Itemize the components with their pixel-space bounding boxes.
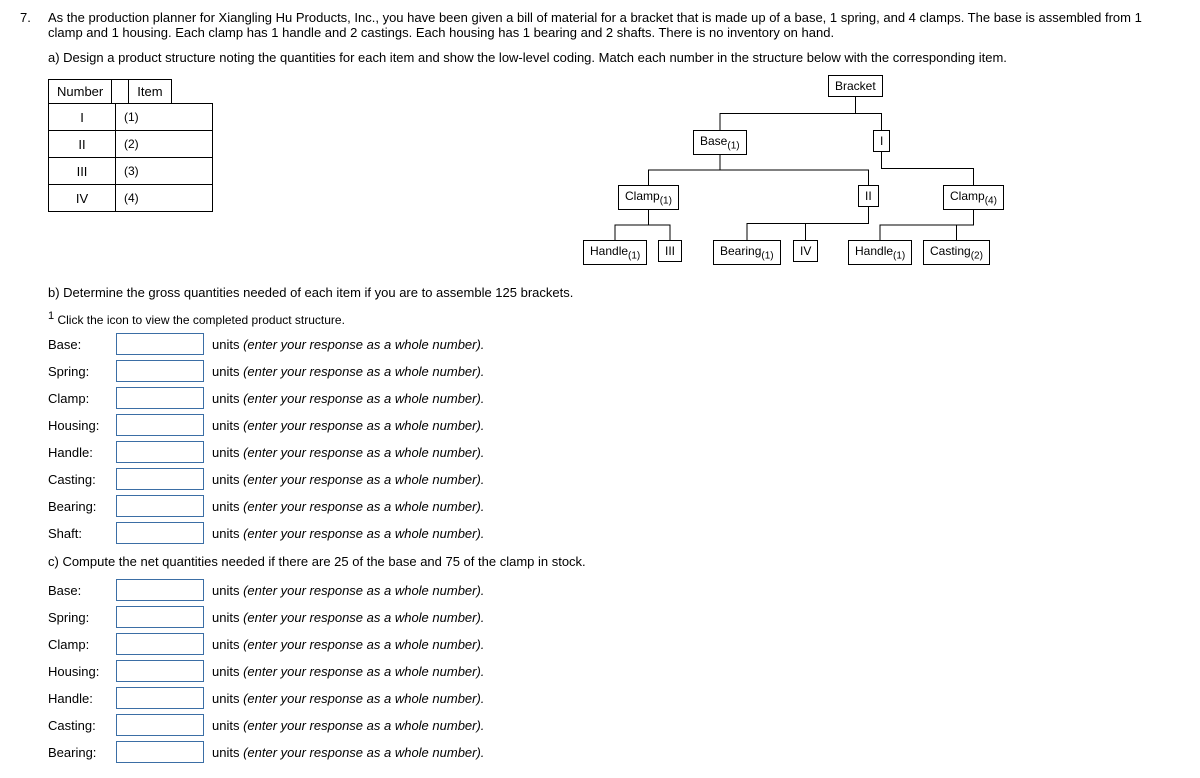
tree-node-I: I — [873, 130, 890, 152]
tree-node-clamp4: Clamp(4) — [943, 185, 1004, 210]
answer-label: Housing: — [48, 664, 108, 679]
answer-label: Base: — [48, 337, 108, 352]
c-input-clamp[interactable] — [116, 633, 204, 655]
c-input-base[interactable] — [116, 579, 204, 601]
answer-label: Spring: — [48, 610, 108, 625]
match-table: Number Item — [48, 79, 172, 104]
b-input-shaft[interactable] — [116, 522, 204, 544]
tree-node-base: Base(1) — [693, 130, 747, 155]
match-number: IV — [49, 185, 116, 212]
unit-hint: units (enter your response as a whole nu… — [212, 418, 484, 433]
answer-label: Clamp: — [48, 637, 108, 652]
unit-hint: units (enter your response as a whole nu… — [212, 691, 484, 706]
unit-hint: units (enter your response as a whole nu… — [212, 610, 484, 625]
unit-hint: units (enter your response as a whole nu… — [212, 364, 484, 379]
match-item-select[interactable]: (2) — [116, 131, 213, 158]
part-c-text: c) Compute the net quantities needed if … — [48, 554, 1180, 569]
tree-node-handle1a: Handle(1) — [583, 240, 647, 265]
b-input-handle[interactable] — [116, 441, 204, 463]
answer-label: Handle: — [48, 691, 108, 706]
tree-node-clamp1: Clamp(1) — [618, 185, 679, 210]
tree-node-II: II — [858, 185, 879, 207]
unit-hint: units (enter your response as a whole nu… — [212, 472, 484, 487]
footnote-text[interactable]: Click the icon to view the completed pro… — [57, 313, 344, 327]
match-item-select[interactable]: (1) — [116, 104, 213, 131]
answer-label: Handle: — [48, 445, 108, 460]
match-header-number: Number — [49, 80, 112, 104]
unit-hint: units (enter your response as a whole nu… — [212, 445, 484, 460]
match-number: II — [49, 131, 116, 158]
answer-label: Spring: — [48, 364, 108, 379]
unit-hint: units (enter your response as a whole nu… — [212, 583, 484, 598]
tree-node-bearing: Bearing(1) — [713, 240, 781, 265]
unit-hint: units (enter your response as a whole nu… — [212, 337, 484, 352]
unit-hint: units (enter your response as a whole nu… — [212, 664, 484, 679]
answer-label: Base: — [48, 583, 108, 598]
unit-hint: units (enter your response as a whole nu… — [212, 745, 484, 760]
unit-hint: units (enter your response as a whole nu… — [212, 637, 484, 652]
b-input-housing[interactable] — [116, 414, 204, 436]
b-input-bearing[interactable] — [116, 495, 204, 517]
c-input-housing[interactable] — [116, 660, 204, 682]
unit-hint: units (enter your response as a whole nu… — [212, 526, 484, 541]
tree-node-III: III — [658, 240, 682, 262]
c-input-casting[interactable] — [116, 714, 204, 736]
b-input-spring[interactable] — [116, 360, 204, 382]
answer-label: Bearing: — [48, 499, 108, 514]
c-input-spring[interactable] — [116, 606, 204, 628]
c-input-bearing[interactable] — [116, 741, 204, 763]
answer-label: Bearing: — [48, 745, 108, 760]
unit-hint: units (enter your response as a whole nu… — [212, 499, 484, 514]
answer-label: Casting: — [48, 472, 108, 487]
match-item-select[interactable]: (4) — [116, 185, 213, 212]
b-input-casting[interactable] — [116, 468, 204, 490]
c-input-handle[interactable] — [116, 687, 204, 709]
answer-label: Housing: — [48, 418, 108, 433]
answer-label: Shaft: — [48, 526, 108, 541]
intro-text: As the production planner for Xiangling … — [48, 10, 1180, 40]
tree-node-handle1b: Handle(1) — [848, 240, 912, 265]
match-item-select[interactable]: (3) — [116, 158, 213, 185]
footnote-marker: 1 — [48, 310, 54, 322]
answer-label: Clamp: — [48, 391, 108, 406]
match-number: I — [49, 104, 116, 131]
tree-node-casting: Casting(2) — [923, 240, 990, 265]
b-input-clamp[interactable] — [116, 387, 204, 409]
unit-hint: units (enter your response as a whole nu… — [212, 718, 484, 733]
answer-label: Casting: — [48, 718, 108, 733]
match-header-item: Item — [129, 80, 171, 104]
tree-node-bracket: Bracket — [828, 75, 883, 97]
part-a-text: a) Design a product structure noting the… — [48, 50, 1180, 65]
tree-node-IV: IV — [793, 240, 818, 262]
question-number: 7. — [20, 10, 38, 768]
part-b-text: b) Determine the gross quantities needed… — [48, 285, 1180, 300]
unit-hint: units (enter your response as a whole nu… — [212, 391, 484, 406]
match-number: III — [49, 158, 116, 185]
b-input-base[interactable] — [116, 333, 204, 355]
